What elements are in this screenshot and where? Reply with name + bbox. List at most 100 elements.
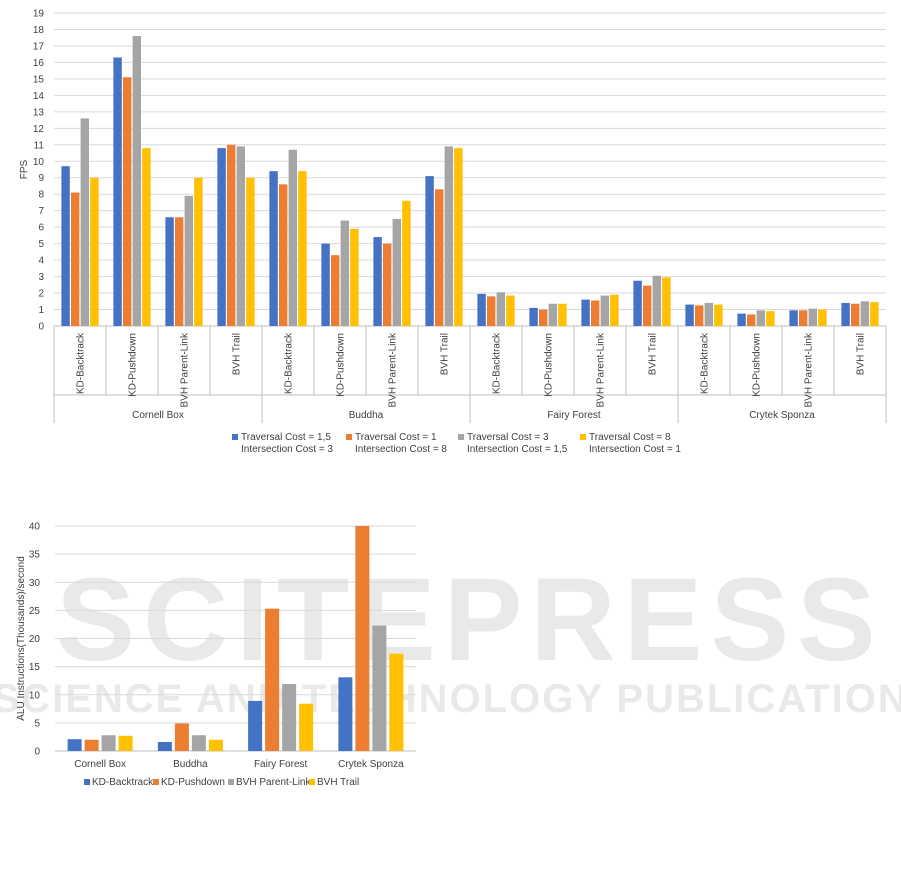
legend-label: Traversal Cost = 8 Intersection Cost = 1 [589,432,681,455]
bar-cornell-box-kd-pushdown-s2 [123,77,132,326]
x-subcategory-label: BVH Trail [232,333,243,375]
y-tick-label: 14 [33,91,45,102]
bar-fairy-forest-kd-backtrack [248,700,263,751]
bar-fairy-forest-bvh-parent-link-s4 [610,294,619,326]
legend-swatch [309,779,315,785]
bar-crytek-sponza-kd-backtrack-s2 [695,305,704,326]
x-subcategory-label: KD-Pushdown [544,333,555,397]
bar-fairy-forest-bvh-trail [299,703,314,751]
y-tick-label: 40 [29,522,41,533]
y-tick-label: 30 [29,578,41,589]
x-subcategory-label: KD-Pushdown [336,333,347,397]
bar-crytek-sponza-kd-pushdown-s1 [737,313,746,326]
x-subcategory-label: BVH Trail [856,333,867,375]
legend-label: BVH Trail [317,777,359,788]
y-tick-label: 13 [33,107,45,118]
bar-buddha-bvh-trail-s4 [454,148,463,326]
x-group-label: Cornell Box [132,410,184,421]
x-subcategory-label: BVH Parent-Link [388,332,399,407]
x-subcategory-label: KD-Backtrack [700,332,711,394]
bar-crytek-sponza-bvh-trail-s3 [860,301,869,326]
bar-crytek-sponza-kd-pushdown-s2 [747,314,756,326]
bar-crytek-sponza-bvh-parent-link-s3 [808,308,817,326]
bar-fairy-forest-bvh-parent-link [282,684,297,751]
bar-crytek-sponza-bvh-parent-link-s1 [789,310,798,326]
bar-fairy-forest-bvh-parent-link-s3 [600,295,609,326]
y-tick-label: 4 [38,256,44,267]
bar-crytek-sponza-bvh-trail [389,653,404,751]
bar-buddha-bvh-parent-link-s1 [373,237,382,326]
y-tick-label: 9 [38,173,44,184]
bar-crytek-sponza-bvh-trail-s4 [870,302,879,326]
y-tick-label: 3 [38,272,44,283]
y-tick-label: 0 [34,747,40,758]
legend-swatch [153,779,159,785]
bar-cornell-box-bvh-trail-s3 [236,146,245,326]
fps-chart: 012345678910111213141516171819FPSKD-Back… [19,9,887,455]
y-tick-label: 5 [38,239,44,250]
legend-swatch [228,779,234,785]
legend-swatch [232,434,238,440]
bar-crytek-sponza-bvh-parent-link-s2 [799,310,808,326]
bar-fairy-forest-bvh-parent-link-s2 [591,300,600,326]
x-subcategory-label: BVH Trail [440,333,451,375]
bar-fairy-forest-kd-backtrack-s3 [496,292,505,326]
bar-crytek-sponza-bvh-parent-link [372,625,387,751]
legend-label: KD-Pushdown [161,777,225,788]
legend-label: Traversal Cost = 1 Intersection Cost = 8 [355,432,447,455]
bar-fairy-forest-bvh-parent-link-s1 [581,299,590,326]
bar-buddha-kd-pushdown-s3 [340,220,349,326]
bar-cornell-box-kd-pushdown-s4 [142,148,151,326]
y-tick-label: 5 [34,718,40,729]
y-tick-label: 12 [33,124,45,135]
bar-buddha-kd-pushdown [174,723,189,751]
bar-cornell-box-kd-pushdown-s1 [113,57,122,327]
x-subcategory-label: KD-Pushdown [752,333,763,397]
legend-swatch [84,779,90,785]
y-tick-label: 0 [38,322,44,333]
watermark: SCITEPRESS SCIENCE AND TECHNOLOGY PUBLIC… [0,554,901,721]
y-axis-label: FPS [19,159,30,179]
bar-buddha-kd-backtrack-s2 [279,184,288,326]
bar-cornell-box-bvh-trail-s2 [227,144,236,326]
legend-label: BVH Parent-Link [236,777,311,788]
legend-label: Traversal Cost = 3 Intersection Cost = 1,… [467,432,568,455]
bar-crytek-sponza-kd-backtrack-s1 [685,304,694,326]
bar-fairy-forest-kd-pushdown-s2 [539,309,548,326]
y-tick-label: 10 [33,157,45,168]
x-subcategory-label: BVH Trail [648,333,659,375]
x-subcategory-label: BVH Parent-Link [804,332,815,407]
x-subcategory-label: KD-Backtrack [284,332,295,394]
bar-cornell-box-kd-backtrack-s2 [71,192,80,326]
bar-buddha-kd-backtrack-s3 [288,149,297,326]
bar-buddha-kd-pushdown-s2 [331,255,340,326]
x-subcategory-label: KD-Backtrack [492,332,503,394]
bar-fairy-forest-kd-pushdown-s1 [529,307,538,326]
bar-fairy-forest-kd-backtrack-s4 [506,295,515,326]
bar-fairy-forest-bvh-trail-s1 [633,280,642,326]
bar-cornell-box-kd-backtrack-s1 [61,166,70,326]
bar-buddha-kd-backtrack-s4 [298,171,307,326]
bar-buddha-kd-backtrack [157,742,172,751]
bar-cornell-box-bvh-trail-s4 [246,177,255,326]
bar-fairy-forest-kd-pushdown-s4 [558,303,567,326]
x-group-label: Fairy Forest [547,410,601,421]
x-subcategory-label: KD-Backtrack [76,332,87,394]
bar-buddha-bvh-trail [208,739,223,751]
bar-cornell-box-kd-pushdown [84,739,99,751]
bar-cornell-box-kd-backtrack-s3 [80,118,89,326]
bar-cornell-box-bvh-parent-link-s1 [165,217,174,326]
legend-label: Traversal Cost = 1,5 Intersection Cost = … [241,432,333,455]
y-tick-label: 11 [34,140,45,151]
x-group-label: Crytek Sponza [749,410,815,421]
bar-buddha-kd-pushdown-s4 [350,228,359,326]
x-category-label: Buddha [173,759,208,770]
bar-buddha-kd-pushdown-s1 [321,243,330,326]
bar-crytek-sponza-kd-backtrack-s4 [714,304,723,326]
y-tick-label: 15 [33,74,45,85]
bar-cornell-box-kd-backtrack-s4 [90,177,99,326]
legend-swatch [346,434,352,440]
y-tick-label: 1 [38,305,44,316]
y-tick-label: 2 [38,289,44,300]
